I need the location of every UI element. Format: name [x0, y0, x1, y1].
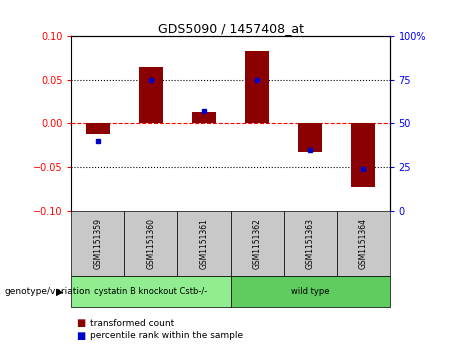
Text: GSM1151361: GSM1151361 — [200, 218, 208, 269]
Text: GSM1151362: GSM1151362 — [253, 218, 261, 269]
Title: GDS5090 / 1457408_at: GDS5090 / 1457408_at — [158, 22, 303, 35]
Bar — [71, 276, 230, 307]
Bar — [86, 123, 110, 134]
Text: ▶: ▶ — [56, 286, 64, 296]
Bar — [71, 211, 124, 276]
Text: ■: ■ — [76, 331, 85, 341]
Bar — [351, 123, 375, 187]
Text: ■: ■ — [76, 318, 85, 328]
Bar — [298, 123, 322, 152]
Bar — [177, 211, 230, 276]
Bar — [230, 211, 284, 276]
Text: wild type: wild type — [291, 287, 329, 296]
Bar — [139, 67, 163, 123]
Text: GSM1151360: GSM1151360 — [147, 218, 155, 269]
Bar — [337, 211, 390, 276]
Text: GSM1151364: GSM1151364 — [359, 218, 367, 269]
Text: percentile rank within the sample: percentile rank within the sample — [90, 331, 243, 340]
Text: transformed count: transformed count — [90, 319, 174, 327]
Bar — [192, 112, 216, 123]
Text: genotype/variation: genotype/variation — [5, 287, 91, 296]
Text: cystatin B knockout Cstb-/-: cystatin B knockout Cstb-/- — [95, 287, 207, 296]
Bar — [230, 276, 390, 307]
Text: GSM1151359: GSM1151359 — [94, 218, 102, 269]
Bar — [245, 51, 269, 123]
Bar — [124, 211, 177, 276]
Text: GSM1151363: GSM1151363 — [306, 218, 314, 269]
Bar — [284, 211, 337, 276]
